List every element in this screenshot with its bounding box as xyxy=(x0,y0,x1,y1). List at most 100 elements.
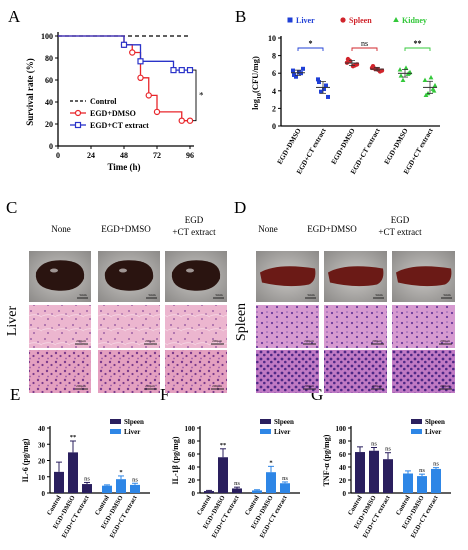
data-point xyxy=(326,94,330,99)
liver-gross-2: 5mm xyxy=(165,251,227,302)
liver-he-high-1: 200μm xyxy=(98,350,160,393)
survival-chart: 0 20 40 60 80 100 0 24 48 72 96 Time (h) Survival ra… xyxy=(25,32,204,172)
y-axis-label: IL-6 (pg/mg) xyxy=(21,438,30,482)
bar xyxy=(431,468,441,493)
spleen-he-high-2: 200μm xyxy=(392,350,455,393)
tile-background xyxy=(165,305,227,348)
bar xyxy=(130,484,140,493)
y-tick-label: 10 xyxy=(268,34,276,43)
legend-label: Slpeen xyxy=(425,418,445,426)
bar xyxy=(232,488,242,493)
spleen-specimen xyxy=(328,266,384,287)
scale-bar-label: 200μm xyxy=(76,339,86,343)
spleen-col-dmso: EGD+DMSO xyxy=(307,224,357,234)
scale-bar-label: 200μm xyxy=(304,339,314,343)
y-tick-label: 40 xyxy=(339,464,347,472)
significance-label: ns xyxy=(371,441,377,448)
scale-bar-label: 5mm xyxy=(443,293,450,297)
row-label-liver: Liver xyxy=(5,306,20,337)
data-point xyxy=(153,108,161,116)
legend: Slpeen Liver xyxy=(110,418,144,436)
data-point xyxy=(178,66,185,74)
bar xyxy=(383,459,393,493)
legend-marker xyxy=(393,17,399,22)
y-tick-label: 80 xyxy=(45,54,53,63)
liver-specimen xyxy=(171,260,221,291)
panel-label-b: B xyxy=(235,7,246,26)
bar xyxy=(54,471,64,493)
significance-label: ns xyxy=(433,461,439,468)
x-axis-label: Time (h) xyxy=(107,162,140,172)
bar xyxy=(68,452,78,493)
legend: Liver Spleen Kidney xyxy=(287,16,427,25)
significance-label: * xyxy=(199,90,204,100)
specular-highlight xyxy=(119,268,127,273)
y-tick-label: 4 xyxy=(272,87,276,96)
significance-bracket xyxy=(193,69,197,122)
legend-label-liver: Liver xyxy=(296,16,315,25)
bar xyxy=(82,484,92,493)
data-point xyxy=(406,70,412,75)
tile-background xyxy=(98,350,160,393)
liver-col-ct-line1: EGD xyxy=(185,215,204,225)
legend-label-egd-ct: EGD+CT extract xyxy=(90,121,149,130)
scale-bar-label: 200μm xyxy=(372,384,382,388)
data-point xyxy=(316,77,320,82)
tile-background xyxy=(29,350,91,393)
significance-label: * xyxy=(309,39,313,48)
scale-bar-label: 200μm xyxy=(212,384,222,388)
y-tick-label: 40 xyxy=(38,425,46,433)
bar xyxy=(204,491,214,493)
spleen-he-low-0: 200μm xyxy=(256,305,319,348)
data-point xyxy=(145,92,152,99)
bar xyxy=(355,452,365,493)
y-tick-label: 30 xyxy=(38,441,46,449)
significance-bracket xyxy=(297,47,324,51)
data-point xyxy=(291,68,295,73)
legend-swatch xyxy=(411,429,422,434)
data-point xyxy=(319,89,323,94)
bar xyxy=(266,472,276,493)
data-point xyxy=(422,77,428,83)
spleen-gross-0: 5mm xyxy=(256,251,319,302)
legend: Slpeen Liver xyxy=(260,418,294,436)
y-tick-label: 100 xyxy=(41,32,53,41)
data-point xyxy=(137,58,144,65)
scale-bar-label: 200μm xyxy=(145,339,155,343)
x-tick-label: EGD+DMSO xyxy=(330,127,357,166)
data-point xyxy=(186,117,194,124)
legend-marker xyxy=(340,17,346,23)
scale-bar-label: 200μm xyxy=(440,384,450,388)
liver-he-low-2: 200μm xyxy=(165,305,227,348)
tile-background xyxy=(29,305,91,348)
y-tick-label: 40 xyxy=(45,98,53,107)
legend-label: Slpeen xyxy=(124,418,144,426)
legend-swatch xyxy=(260,419,271,424)
significance-label: ns xyxy=(282,475,288,482)
significance-label: ** xyxy=(70,434,77,441)
scale-bar-label: 5mm xyxy=(148,293,155,297)
series-line-egd-dmso xyxy=(58,35,190,122)
data-point xyxy=(170,66,177,74)
significance-label: ** xyxy=(414,39,422,48)
row-label-spleen: Spleen xyxy=(234,303,249,341)
panel-label-c: C xyxy=(6,198,17,217)
data-point xyxy=(292,72,296,77)
legend: Slpeen Liver xyxy=(411,418,445,436)
legend-label: Liver xyxy=(425,428,441,436)
tile-background xyxy=(324,305,387,348)
scale-bar-label: 5mm xyxy=(79,293,86,297)
spleen-he-low-1: 200μm xyxy=(324,305,387,348)
liver-he-low-1: 200μm xyxy=(98,305,160,348)
spleen-specimen xyxy=(396,266,452,287)
legend-label-kidney: Kidney xyxy=(402,16,427,25)
data-point xyxy=(129,49,136,56)
legend: Control EGD+DMSO EGD+CT extract xyxy=(70,97,149,130)
y-tick-label: 40 xyxy=(188,464,196,472)
spleen-col-ct-line2: +CT extract xyxy=(378,227,422,237)
data-point xyxy=(397,67,403,72)
